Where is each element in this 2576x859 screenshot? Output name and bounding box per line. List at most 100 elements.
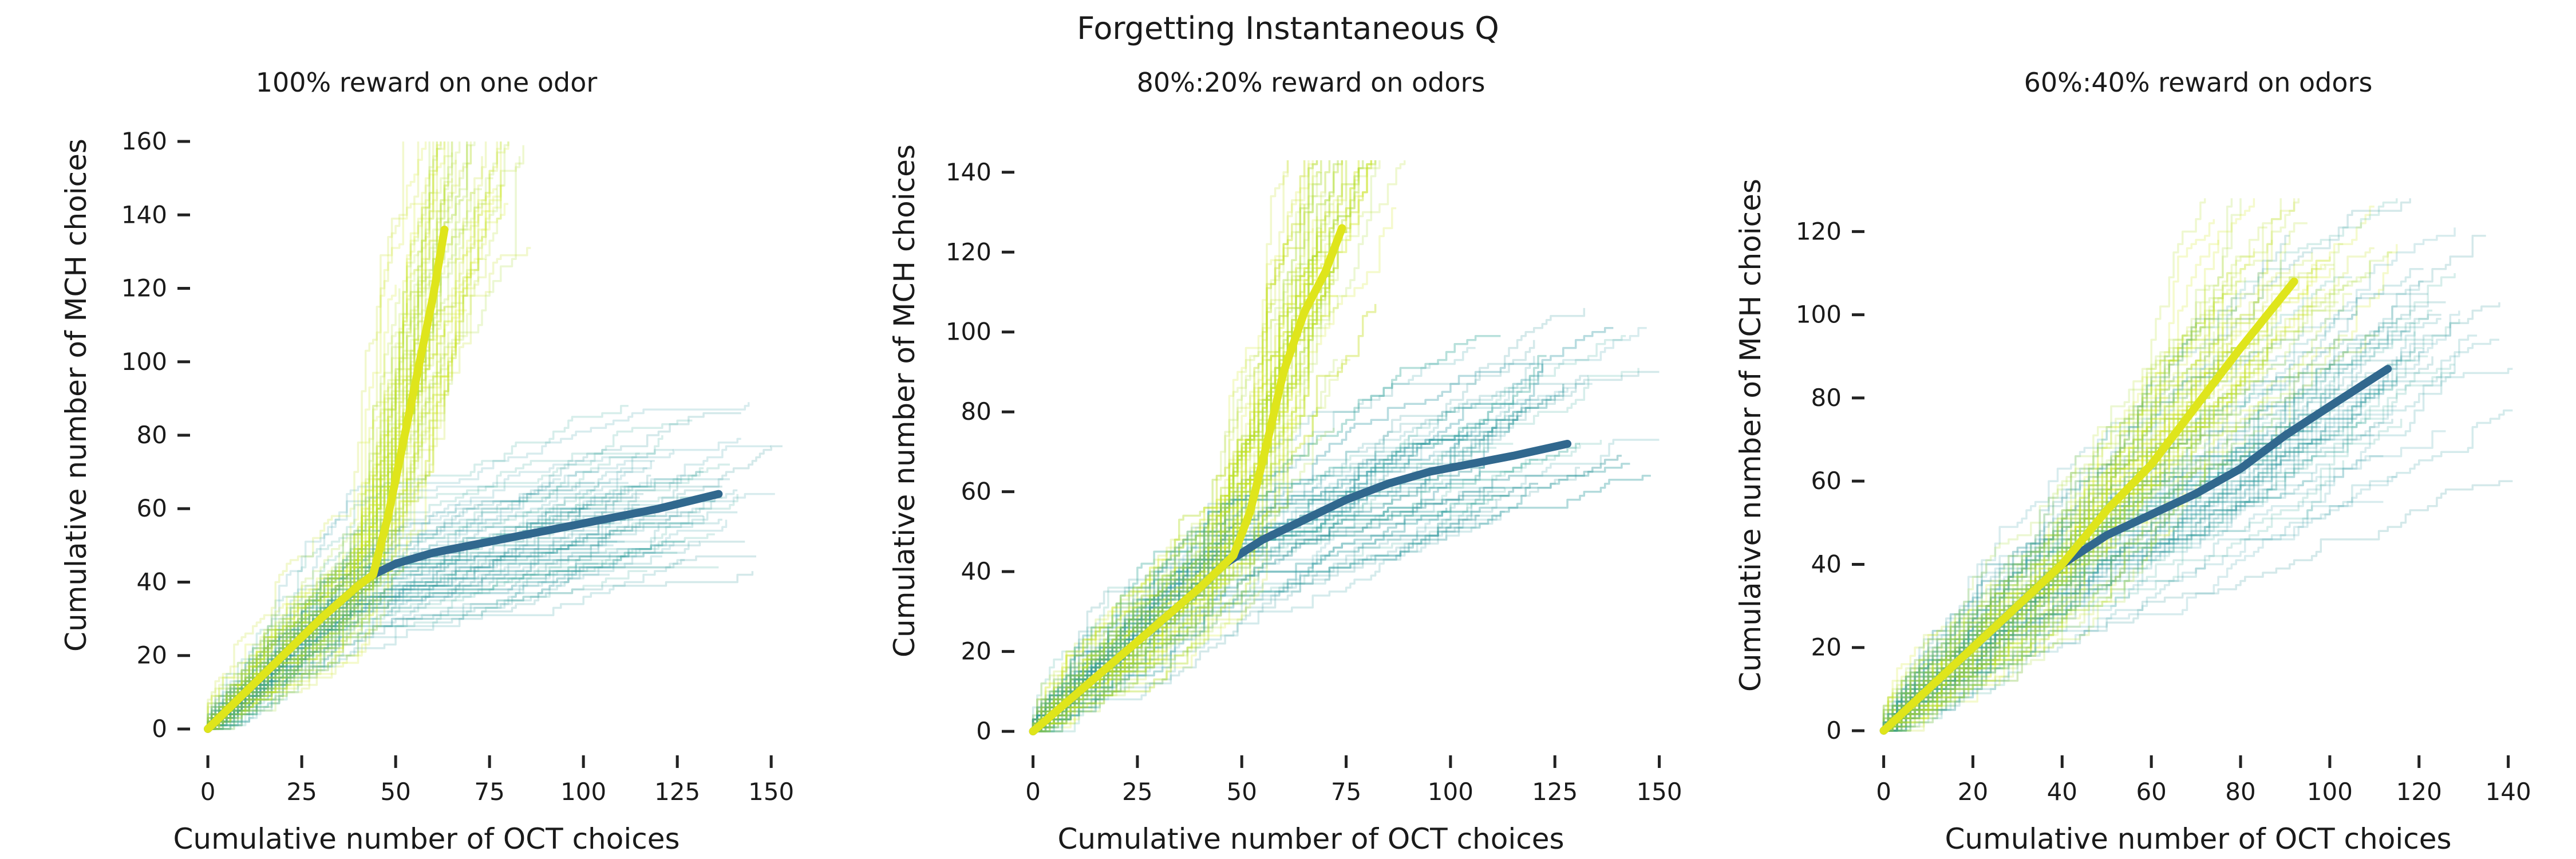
trajectory-trace bbox=[207, 156, 483, 729]
trajectory-trace bbox=[1883, 234, 2290, 732]
trajectory-trace bbox=[1883, 290, 2237, 732]
x-tick-label: 75 bbox=[474, 778, 504, 806]
trajectory-trace bbox=[207, 479, 682, 729]
y-tick-label: 20 bbox=[1811, 633, 1842, 661]
trajectory-trace bbox=[207, 141, 509, 729]
trajectory-trace bbox=[207, 189, 438, 729]
trajectory-trace bbox=[1882, 198, 2255, 731]
mean-lines bbox=[204, 225, 723, 733]
trajectory-trace bbox=[1883, 419, 2229, 732]
trajectory-trace bbox=[1032, 160, 1348, 732]
trajectory-trace bbox=[207, 519, 728, 729]
trajectory-trace bbox=[1033, 160, 1310, 732]
trajectory-trace bbox=[1032, 232, 1310, 732]
y-tick-label: 20 bbox=[961, 637, 991, 665]
trajectory-trace bbox=[1032, 160, 1364, 732]
trajectory-trace bbox=[1033, 416, 1519, 732]
trajectory-trace bbox=[1033, 487, 1481, 732]
trajectory-trace bbox=[207, 145, 472, 729]
y-tick-label: 100 bbox=[121, 348, 167, 376]
trajectory-trace bbox=[208, 489, 738, 730]
x-tick-label: 125 bbox=[654, 778, 700, 806]
trajectory-trace bbox=[207, 460, 653, 729]
learn_mean-line bbox=[1029, 224, 1346, 736]
trajectory-trace bbox=[1882, 252, 2313, 731]
trajectory-trace bbox=[1032, 388, 1568, 732]
x-tick-label: 140 bbox=[2486, 778, 2531, 806]
y-tick-label: 60 bbox=[961, 478, 991, 506]
trajectory-trace bbox=[208, 518, 722, 730]
trajectory-trace bbox=[1032, 340, 1535, 732]
trajectory-trace bbox=[208, 497, 722, 730]
trajectory-trace bbox=[1883, 322, 2397, 732]
x-tick-label: 150 bbox=[1636, 778, 1682, 806]
y-tick-label: 120 bbox=[946, 238, 991, 266]
y-tick-label: 80 bbox=[1811, 384, 1842, 412]
trajectory-trace bbox=[1033, 228, 1314, 732]
trajectory-trace bbox=[207, 548, 651, 729]
subplot-60-40-reward: 60%:40% reward on odors 0 20 40 60 80 100 120 1… bbox=[1734, 67, 2531, 856]
trajectory-trace bbox=[1033, 160, 1339, 732]
trajectory-trace bbox=[1033, 423, 1488, 732]
trajectory-trace bbox=[208, 285, 397, 730]
trajectory-trace bbox=[1033, 432, 1468, 732]
trajectory-trace bbox=[208, 340, 416, 730]
trajectory-trace bbox=[1033, 379, 1288, 732]
trajectory-trace bbox=[1033, 358, 1338, 732]
x-tick-label: 25 bbox=[1122, 778, 1152, 806]
trajectory-trace bbox=[1883, 310, 2358, 732]
trajectory-trace bbox=[1032, 364, 1544, 732]
trajectory-trace bbox=[1032, 160, 1344, 732]
trajectory-trace bbox=[1882, 334, 2348, 731]
trajectory-trace bbox=[1883, 377, 2193, 732]
trajectory-trace bbox=[1883, 417, 2357, 732]
trajectory-trace bbox=[1033, 494, 1509, 732]
trajectory-trace bbox=[1882, 417, 2299, 731]
trajectory-trace bbox=[207, 177, 493, 729]
trajectory-trace bbox=[1883, 269, 2291, 732]
y-tick-label: 40 bbox=[961, 557, 991, 585]
trajectory-trace bbox=[1883, 351, 2263, 732]
trajectory-trace bbox=[1882, 388, 2379, 731]
trajectory-trace bbox=[1032, 334, 1626, 732]
x-tick-label: 120 bbox=[2396, 778, 2442, 806]
trajectory-trace bbox=[1883, 393, 2233, 732]
trajectory-trace bbox=[1883, 243, 2344, 732]
trajectory-trace bbox=[207, 186, 502, 729]
trajectory-trace bbox=[207, 309, 467, 729]
trajectory-trace bbox=[208, 549, 630, 730]
trajectory-trace bbox=[1032, 364, 1544, 732]
trajectory-trace bbox=[1032, 327, 1614, 732]
trajectory-trace bbox=[208, 492, 775, 730]
trajectory-trace bbox=[1032, 160, 1322, 732]
trajectory-trace bbox=[1883, 385, 2215, 732]
trajectory-trace bbox=[1883, 501, 2384, 732]
trajectory-trace bbox=[1033, 455, 1622, 732]
trajectory-trace bbox=[1882, 310, 2460, 731]
trajectory-trace bbox=[1032, 160, 1306, 732]
trajectory-trace bbox=[208, 141, 499, 730]
trajectory-trace bbox=[207, 518, 591, 729]
trajectory-trace bbox=[1033, 515, 1498, 732]
trajectory-trace bbox=[1032, 346, 1476, 732]
y-tick-label: 40 bbox=[137, 568, 167, 596]
trajectory-trace bbox=[207, 486, 722, 729]
trajectory-trace bbox=[1882, 334, 2379, 731]
trajectory-trace bbox=[207, 435, 663, 729]
trajectory-trace bbox=[1883, 277, 2246, 732]
trajectory-trace bbox=[1033, 467, 1580, 732]
x-axis-label: Cumulative number of OCT choices bbox=[173, 822, 679, 856]
trajectory-trace bbox=[1032, 334, 1501, 732]
trajectory-trace bbox=[208, 376, 449, 730]
trajectory-trace bbox=[1032, 371, 1660, 732]
trajectory-trace bbox=[1883, 198, 2206, 732]
trajectory-trace bbox=[208, 511, 633, 730]
trajectory-trace bbox=[1883, 222, 2308, 732]
trajectory-trace bbox=[208, 460, 655, 730]
subplot-title: 100% reward on one odor bbox=[256, 67, 598, 98]
trajectory-trace bbox=[1033, 447, 1497, 732]
trajectory-trace bbox=[208, 562, 618, 730]
trajectory-trace bbox=[1883, 372, 2455, 732]
trajectory-trace bbox=[1882, 405, 2397, 731]
